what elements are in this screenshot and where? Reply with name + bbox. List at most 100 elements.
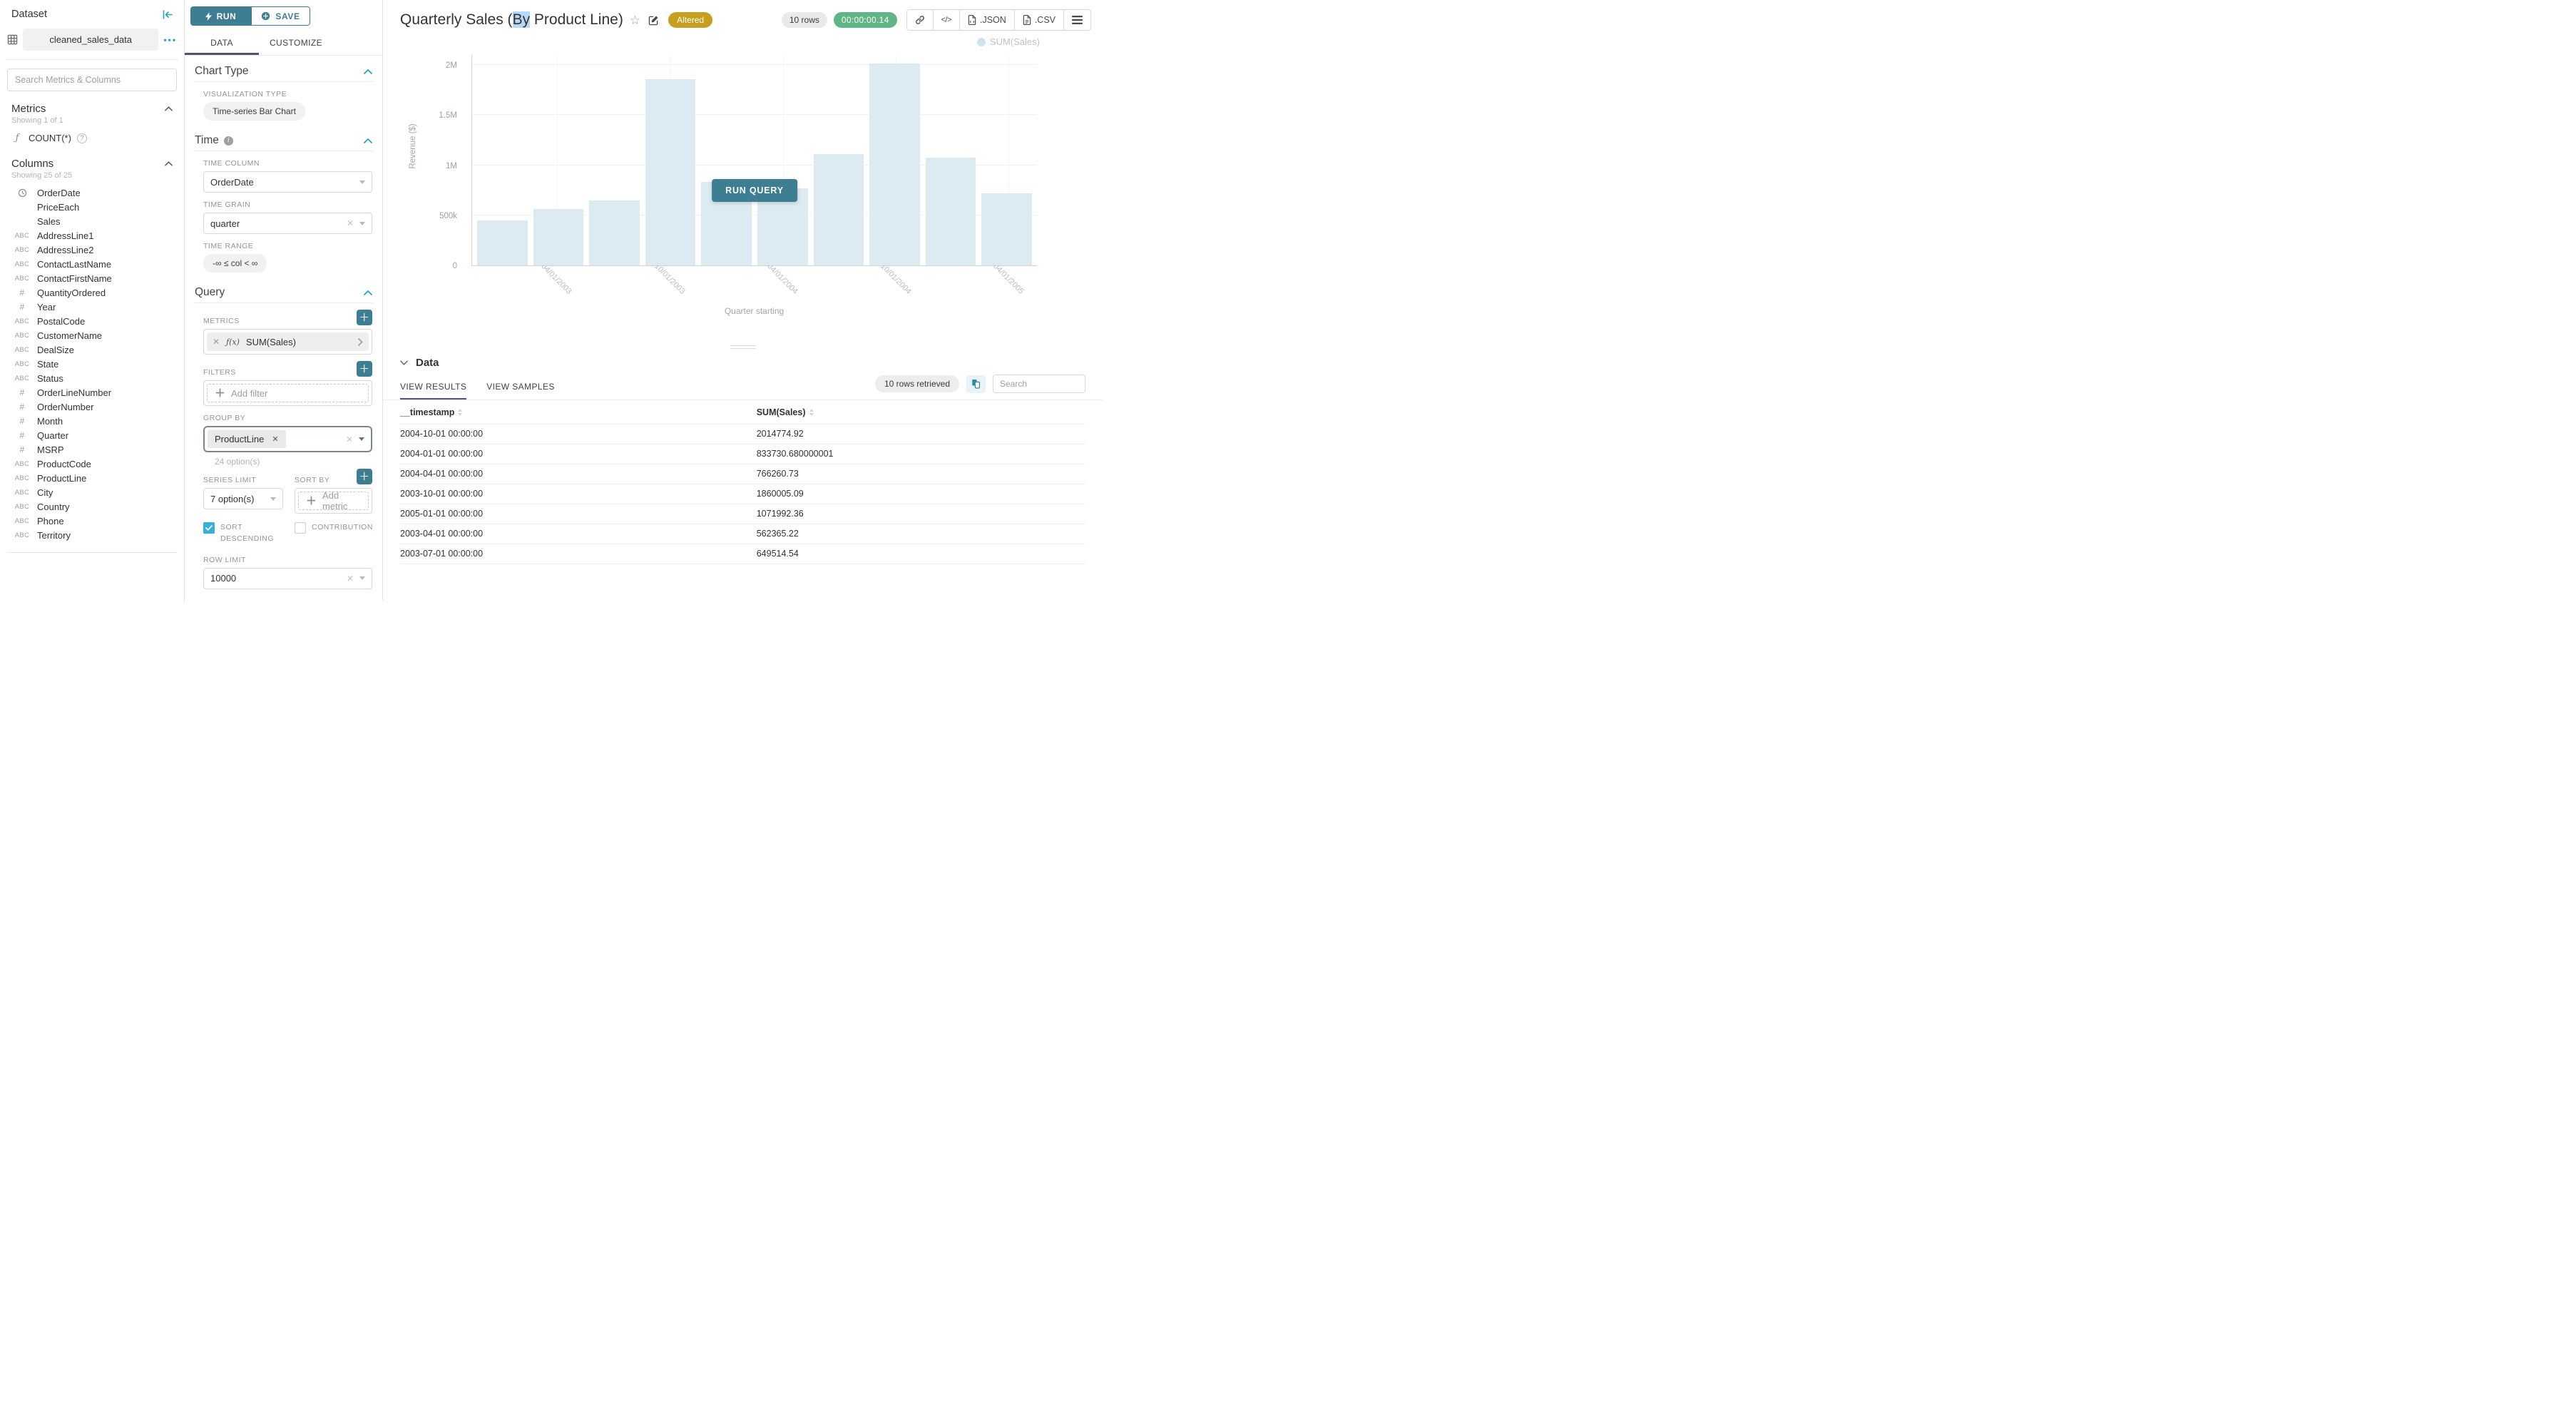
column-item[interactable]: ABC Status (6, 371, 178, 385)
column-item[interactable]: OrderDate (6, 185, 178, 200)
table-row[interactable]: 2003-04-01 00:00:00 562365.22 (400, 523, 1085, 544)
column-item[interactable]: ABC Phone (6, 514, 178, 528)
sort-descending-label[interactable]: SORT DESCENDING (220, 523, 275, 544)
column-item[interactable]: ABC Country (6, 499, 178, 514)
dataset-name[interactable]: cleaned_sales_data (23, 29, 159, 51)
help-icon[interactable]: ? (76, 133, 87, 143)
metric-item[interactable]: ƒ COUNT(*) ? (6, 125, 178, 146)
column-header-sum-sales[interactable]: SUM(Sales) (757, 407, 1085, 417)
altered-badge[interactable]: Altered (668, 12, 713, 28)
clear-icon[interactable]: ✕ (346, 573, 354, 584)
column-item[interactable]: # OrderLineNumber (6, 385, 178, 400)
column-item[interactable]: ABC Territory (6, 528, 178, 542)
column-item[interactable]: # Year (6, 300, 178, 314)
column-item[interactable]: ABC PostalCode (6, 314, 178, 328)
tab-data[interactable]: DATA (185, 32, 259, 55)
query-section-header[interactable]: Query (193, 277, 374, 303)
add-sort-metric-dropzone[interactable]: ＋ Add metric (298, 490, 369, 512)
collapse-panel-icon[interactable] (163, 9, 173, 19)
contribution-label[interactable]: CONTRIBUTION (312, 523, 373, 531)
remove-chip-icon[interactable]: ✕ (272, 435, 279, 444)
legend-item-sum-sales[interactable]: SUM(Sales) (976, 36, 1040, 47)
column-item[interactable]: ABC ContactLastName (6, 257, 178, 271)
bar-2003-07-01[interactable] (589, 200, 640, 265)
collapse-columns-icon[interactable] (165, 161, 173, 166)
bar-2003-10-01[interactable] (645, 78, 696, 265)
run-query-button[interactable]: RUN QUERY (712, 179, 797, 202)
columns-section-header: Columns (6, 146, 178, 171)
tab-customize[interactable]: CUSTOMIZE (269, 38, 323, 48)
time-column-select[interactable]: OrderDate (203, 171, 372, 193)
series-limit-select[interactable]: 7 option(s) (203, 488, 283, 509)
table-row[interactable]: 2003-10-01 00:00:00 1860005.09 (400, 483, 1085, 504)
copy-link-button[interactable] (907, 10, 933, 30)
time-grain-select[interactable]: quarter ✕ (203, 213, 372, 234)
column-item[interactable]: PriceEach (6, 200, 178, 214)
data-section-header[interactable]: Data (383, 352, 1103, 370)
column-item[interactable]: ABC State (6, 357, 178, 371)
viz-type-pill[interactable]: Time-series Bar Chart (203, 102, 305, 121)
metric-chip-sum-sales[interactable]: ✕ ƒ(x) SUM(Sales) (207, 332, 369, 351)
table-row[interactable]: 2004-04-01 00:00:00 766260.73 (400, 463, 1085, 484)
embed-code-button[interactable]: </> (932, 10, 959, 30)
table-row[interactable]: 2004-01-01 00:00:00 833730.680000001 (400, 443, 1085, 464)
add-metric-button[interactable]: ＋ (357, 310, 372, 325)
column-item[interactable]: ABC AddressLine1 (6, 228, 178, 243)
tab-view-results[interactable]: VIEW RESULTS (400, 373, 467, 400)
column-item[interactable]: ABC ProductLine (6, 471, 178, 485)
edit-properties-icon[interactable] (648, 15, 659, 26)
table-row[interactable]: 2005-01-01 00:00:00 1071992.36 (400, 503, 1085, 524)
bar-2005-04-01[interactable] (981, 193, 1032, 265)
column-item[interactable]: ABC AddressLine2 (6, 243, 178, 257)
clear-icon[interactable]: ✕ (345, 434, 353, 444)
add-sort-metric-button[interactable]: ＋ (357, 469, 372, 484)
add-filter-button[interactable]: ＋ (357, 361, 372, 377)
chevron-right-icon[interactable] (358, 337, 363, 346)
table-row[interactable]: 2004-10-01 00:00:00 2014774.92 (400, 423, 1085, 444)
column-item[interactable]: # MSRP (6, 442, 178, 457)
bar-2005-01-01[interactable] (925, 158, 976, 265)
column-item[interactable]: ABC ProductCode (6, 457, 178, 471)
chart-type-section-header[interactable]: Chart Type (193, 56, 374, 82)
column-item[interactable]: # Month (6, 414, 178, 428)
table-row[interactable]: 2003-07-01 00:00:00 649514.54 (400, 543, 1085, 564)
group-by-select[interactable]: ProductLine ✕ ✕ (203, 426, 372, 452)
column-header-timestamp[interactable]: __timestamp (400, 407, 757, 417)
export-csv-button[interactable]: .CSV (1013, 10, 1063, 30)
favorite-star-icon[interactable]: ☆ (629, 13, 641, 27)
save-button[interactable]: SAVE (251, 6, 310, 26)
time-range-pill[interactable]: -∞ ≤ col < ∞ (203, 254, 267, 273)
column-item[interactable]: # OrderNumber (6, 400, 178, 414)
results-search-input[interactable] (993, 375, 1085, 393)
row-count-badge: 10 rows (781, 12, 827, 28)
column-item[interactable]: ABC CustomerName (6, 328, 178, 342)
time-section-header[interactable]: Time i (193, 125, 374, 151)
clear-icon[interactable]: ✕ (346, 218, 354, 228)
export-json-button[interactable]: .JSON (959, 10, 1014, 30)
panel-resize-handle[interactable] (730, 343, 756, 351)
column-item[interactable]: ABC ContactFirstName (6, 271, 178, 285)
column-item[interactable]: ABC DealSize (6, 342, 178, 357)
column-item[interactable]: ABC City (6, 485, 178, 499)
bar-2004-07-01[interactable] (813, 154, 864, 265)
tab-view-samples[interactable]: VIEW SAMPLES (486, 381, 555, 392)
row-limit-select[interactable]: 10000 ✕ (203, 567, 372, 589)
copy-data-button[interactable] (966, 375, 986, 393)
metrics-columns-search-input[interactable] (7, 68, 177, 91)
collapse-metrics-icon[interactable] (165, 106, 173, 111)
add-filter-dropzone[interactable]: ＋ Add filter (207, 384, 369, 402)
column-item[interactable]: # Quarter (6, 428, 178, 442)
chart-title[interactable]: Quarterly Sales (By Product Line) (400, 11, 623, 28)
bar-2003-04-01[interactable] (533, 209, 584, 265)
contribution-checkbox[interactable] (295, 522, 306, 534)
dataset-more-menu-icon[interactable]: ••• (163, 34, 177, 45)
remove-metric-icon[interactable]: ✕ (213, 337, 220, 347)
run-button[interactable]: RUN (190, 6, 251, 26)
bar-2003-01-01[interactable] (477, 220, 528, 265)
bar-2004-10-01[interactable] (869, 63, 920, 265)
sort-descending-checkbox[interactable] (203, 522, 215, 534)
menu-icon[interactable] (1063, 10, 1090, 30)
group-by-chip-productline[interactable]: ProductLine ✕ (208, 430, 286, 448)
column-item[interactable]: Sales (6, 214, 178, 228)
column-item[interactable]: # QuantityOrdered (6, 285, 178, 300)
